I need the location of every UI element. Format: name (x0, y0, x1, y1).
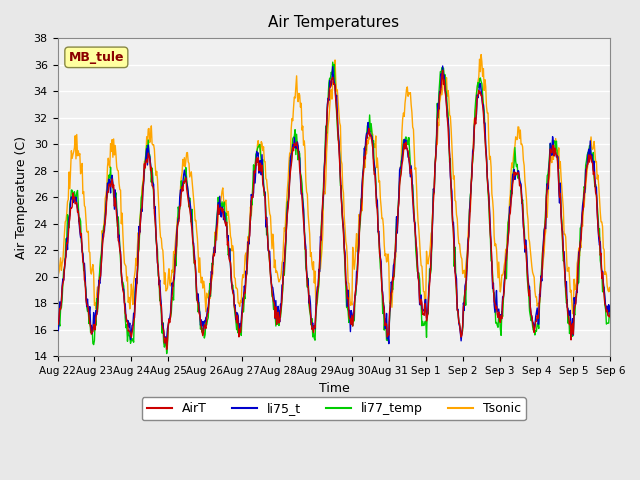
Title: Air Temperatures: Air Temperatures (268, 15, 399, 30)
Legend: AirT, li75_t, li77_temp, Tsonic: AirT, li75_t, li77_temp, Tsonic (142, 397, 526, 420)
Text: MB_tule: MB_tule (68, 51, 124, 64)
X-axis label: Time: Time (319, 382, 349, 395)
Y-axis label: Air Temperature (C): Air Temperature (C) (15, 136, 28, 259)
